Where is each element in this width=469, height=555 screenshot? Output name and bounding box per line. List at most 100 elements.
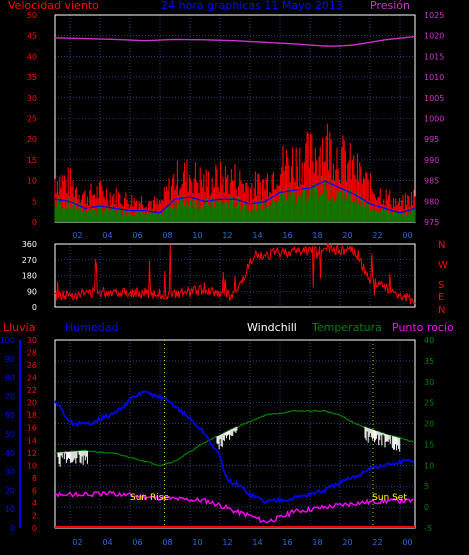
windchill-spikes [57,426,401,467]
wind-x-tick-label: 12 [222,231,232,240]
rain-tick-label: 18 [27,411,37,420]
wind-x-tick-label: 02 [72,231,82,240]
pressure-tick-label: 985 [424,177,439,186]
direction-tick-label: 0 [32,303,37,312]
humidity-tick-label: 30 [5,468,15,477]
wind-x-tick-label: 10 [192,231,202,240]
wind-x-tick-label: 08 [162,231,172,240]
pressure-tick-label: 980 [424,197,439,206]
rain-tick-label: 10 [27,461,37,470]
pressure-tick-label: 1015 [424,52,444,61]
wind-speed-title: Velocidad viento [8,0,99,12]
wind-x-tick-label: 04 [102,231,112,240]
wind-tick-label: 10 [27,177,37,186]
temperature-tick-label: 25 [424,399,434,408]
temperature-x-tick-label: 18 [312,538,322,547]
pressure-tick-label: 975 [424,218,439,227]
wind-direction-line [54,243,416,306]
temperature-tick-label: 40 [424,336,434,345]
pressure-tick-label: 995 [424,135,439,144]
temperature-x-tick-label: 22 [372,538,382,547]
temperature-x-tick-label: 08 [162,538,172,547]
rain-tick-label: 2 [32,511,37,520]
compass-label-n: N [438,305,445,316]
rain-tick-label: 28 [27,349,37,358]
pressure-tick-label: 1025 [424,11,444,20]
humidity-line [54,390,415,505]
compass-label-n: N [438,240,445,251]
wind-tick-label: 25 [27,115,37,124]
rain-tick-label: 16 [27,424,37,433]
plot-frame [54,339,416,529]
temperature-x-tick-label: 14 [252,538,262,547]
rain-tick-label: 20 [27,399,37,408]
humidity-tick-label: 50 [5,430,15,439]
direction-tick-label: 90 [27,287,37,296]
direction-grid [54,243,416,308]
temperature-tick-label: 0 [424,503,429,512]
temperature-x-tick-label: 20 [342,538,352,547]
temperature-x-tick-label: 06 [132,538,142,547]
wind-x-tick-label: 18 [312,231,322,240]
temperature-x-tick-label: 02 [72,538,82,547]
pressure-tick-label: 1010 [424,73,444,82]
temperature-x-tick-label: 04 [102,538,112,547]
wind-x-tick-label: 16 [282,231,292,240]
wind-grid [54,14,416,223]
temperature-tick-label: 5 [424,482,429,491]
humidity-tick-label: 40 [5,449,15,458]
direction-tick-label: 180 [22,272,37,281]
wind-tick-label: 5 [32,197,37,206]
wind-x-tick-label: 20 [342,231,352,240]
wind-x-tick-label: 06 [132,231,142,240]
legend-humidity: Humedad [65,321,118,334]
rain-tick-label: 4 [32,499,37,508]
chart-main-title: 24 hora graphicas 11 Mayo 2013 [161,0,343,12]
temperature-tick-label: 35 [424,357,434,366]
wind-tick-label: 30 [27,94,37,103]
legend-rain: Lluvia [3,321,35,334]
rain-tick-label: 8 [32,474,37,483]
legend-temperature: Temperatura [311,321,382,334]
humidity-tick-label: 90 [5,355,15,364]
wind-x-tick-label: 00 [402,231,412,240]
pressure-tick-label: 1020 [424,32,444,41]
rain-tick-label: 0 [32,524,37,533]
temperature-tick-label: -5 [424,524,432,533]
temperature-tick-label: 10 [424,461,434,470]
temperature-x-tick-label: 00 [402,538,412,547]
humidity-tick-label: 60 [5,411,15,420]
wind-tick-label: 50 [27,11,37,20]
compass-label-w: W [438,260,448,271]
direction-tick-label: 360 [22,240,37,249]
rain-tick-label: 14 [27,436,37,445]
compass-label-e: E [438,292,444,303]
pressure-tick-label: 1000 [424,115,444,124]
temperature-tick-label: 15 [424,440,434,449]
compass-label-s: S [438,280,444,291]
temperature-x-tick-label: 12 [222,538,232,547]
rain-tick-label: 30 [27,336,37,345]
sunrise-label: Sun Rise [130,493,169,503]
rain-tick-label: 6 [32,486,37,495]
wind-tick-label: 15 [27,156,37,165]
temperature-grid [54,339,416,529]
plot-frame [54,243,416,308]
humidity-tick-label: 20 [5,486,15,495]
wind-mean-line [54,180,416,214]
wind-tick-label: 35 [27,73,37,82]
wind-x-tick-label: 22 [372,231,382,240]
humidity-tick-label: 70 [5,392,15,401]
pressure-tick-label: 990 [424,156,439,165]
wind-tick-label: 0 [32,218,37,227]
legend-windchill: Windchill [247,321,297,334]
temperature-x-tick-label: 10 [192,538,202,547]
wind-x-tick-label: 14 [252,231,262,240]
rain-tick-label: 24 [27,374,37,383]
sunset-label: Sun Set [372,493,407,503]
humidity-tick-label: 10 [5,505,15,514]
temperature-tick-label: 20 [424,420,434,429]
temperature-line [54,409,414,467]
humidity-tick-label: 0 [10,524,15,533]
